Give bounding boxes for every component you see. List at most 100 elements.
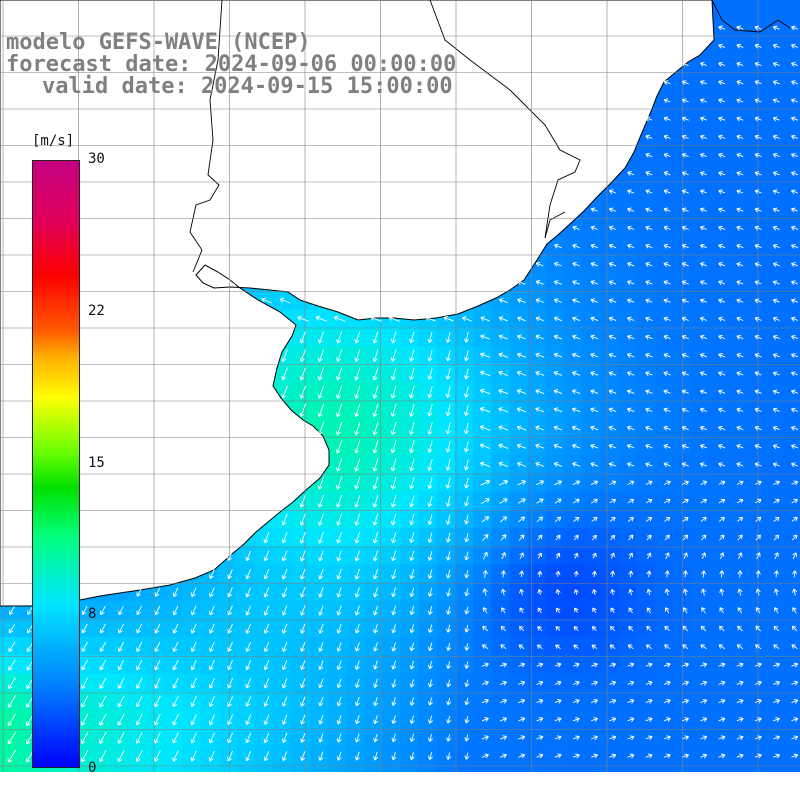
wind-arrow (498, 480, 508, 486)
wind-arrow (227, 678, 234, 689)
wind-arrow (445, 368, 451, 380)
wind-arrow (572, 498, 580, 504)
wind-arrow (681, 61, 689, 67)
wind-arrow (718, 480, 726, 486)
wind-arrow (737, 625, 743, 632)
colorbar (32, 160, 80, 768)
wind-arrow (537, 534, 543, 541)
wind-arrow (354, 494, 361, 508)
wind-arrow (718, 25, 726, 31)
wind-arrow (791, 498, 798, 504)
wind-arrow (573, 516, 580, 522)
wind-arrow (499, 735, 508, 741)
wind-arrow (516, 443, 527, 449)
wind-arrow (372, 568, 379, 580)
wind-arrow (645, 735, 653, 741)
wind-arrow (754, 407, 762, 413)
wind-arrow (518, 662, 526, 668)
wind-arrow (227, 732, 234, 744)
wind-arrow (263, 587, 270, 598)
wind-arrow (498, 334, 508, 340)
wind-arrow (736, 43, 744, 49)
wind-arrow (391, 678, 397, 688)
wind-arrow (135, 732, 143, 744)
wind-arrow (681, 262, 689, 267)
wind-arrow (627, 680, 635, 686)
wind-arrow (445, 422, 451, 435)
wind-arrow (610, 534, 616, 541)
wind-arrow (372, 531, 379, 544)
wind-arrow (263, 550, 270, 562)
wind-arrow (681, 243, 689, 249)
wind-arrow (498, 352, 509, 358)
wind-arrow (736, 444, 744, 449)
wind-arrow (626, 443, 635, 449)
wind-arrow (427, 385, 433, 399)
wind-arrow (663, 98, 671, 104)
wind-arrow (718, 425, 726, 431)
wind-arrow (209, 605, 215, 616)
wind-arrow (499, 498, 508, 504)
wind-arrow (645, 207, 653, 213)
wind-arrow (791, 480, 799, 486)
wind-arrow (481, 717, 489, 722)
wind-arrow (681, 462, 689, 468)
wind-arrow (135, 695, 143, 708)
wind-arrow (318, 550, 324, 562)
wind-arrow (480, 316, 490, 322)
wind-arrow (117, 659, 125, 671)
wind-arrow (336, 550, 342, 562)
wind-arrow (627, 334, 635, 340)
wind-arrow (681, 207, 689, 213)
wind-arrow (645, 444, 653, 449)
wind-arrow (736, 207, 744, 213)
wind-arrow (336, 751, 342, 761)
wind-arrow (318, 623, 324, 634)
wind-arrow (27, 606, 34, 615)
wind-arrow (791, 425, 798, 431)
wind-arrow (736, 171, 744, 176)
wind-arrow (336, 660, 342, 670)
wind-arrow (81, 623, 88, 634)
wind-arrow (572, 753, 580, 759)
wind-arrow (263, 678, 270, 689)
wind-arrow (7, 731, 17, 745)
wind-arrow (7, 749, 17, 763)
wind-arrow (754, 98, 762, 104)
wind-arrow (99, 750, 107, 763)
wind-arrow (281, 696, 288, 707)
wind-arrow (516, 425, 527, 431)
wind-arrow (518, 534, 525, 541)
wind-arrow (772, 462, 780, 468)
wind-arrow (172, 732, 179, 744)
wind-arrow (482, 607, 488, 614)
wind-arrow (300, 623, 306, 634)
wind-arrow (754, 207, 762, 213)
wind-arrow (608, 443, 617, 449)
wind-arrow (754, 316, 762, 322)
wind-arrow (190, 605, 197, 616)
wind-arrow (627, 462, 635, 468)
wind-arrow (81, 641, 88, 652)
wind-arrow (608, 316, 617, 322)
wind-arrow (464, 496, 470, 507)
wind-arrow (572, 280, 580, 285)
wind-arrow (553, 462, 563, 467)
wind-arrow (571, 407, 581, 413)
wind-arrow (464, 697, 470, 706)
wind-arrow (645, 698, 653, 704)
wind-arrow (608, 407, 617, 413)
wind-arrow (536, 644, 543, 649)
wind-arrow (209, 587, 215, 598)
wind-arrow (227, 569, 233, 580)
wind-arrow (736, 243, 744, 249)
wind-arrow (281, 349, 288, 362)
wind-arrow (318, 678, 324, 689)
wind-arrow (333, 315, 346, 322)
wind-arrow (372, 476, 379, 490)
wind-arrow (736, 353, 744, 358)
wind-arrow (136, 659, 143, 671)
wind-arrow (736, 753, 744, 759)
wind-arrow (391, 624, 397, 634)
wind-arrow (80, 713, 89, 726)
